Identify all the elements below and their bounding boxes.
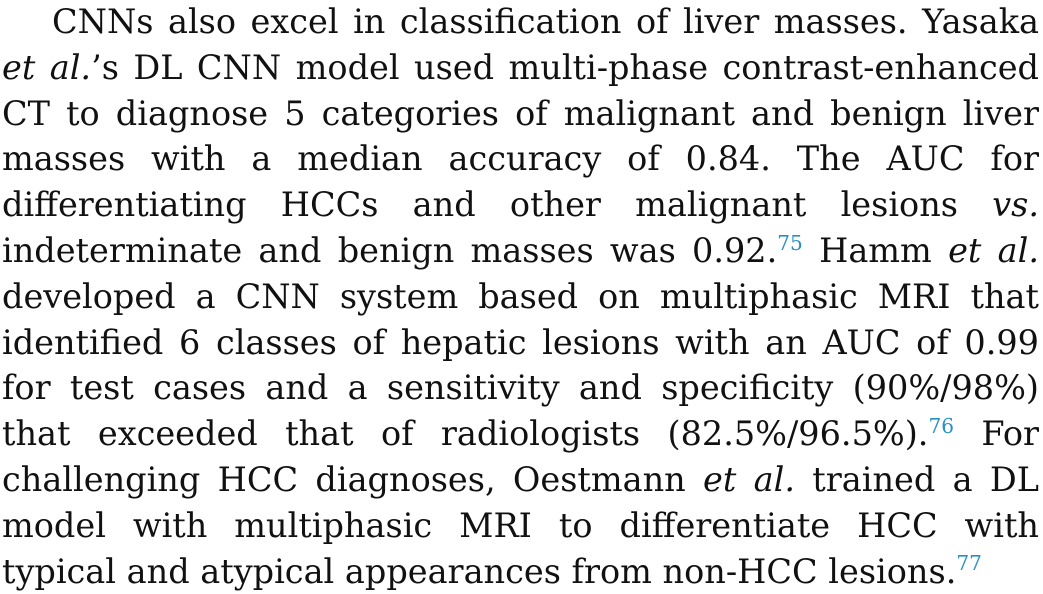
reference-link-77[interactable]: 77 (956, 551, 982, 576)
paragraph-text: indeterminate and benign masses was 0.92… (2, 230, 778, 270)
italic-et-al: et al. (948, 230, 1039, 270)
paragraph-text: For challenging HCC diagnoses, Oestmann (2, 414, 1040, 499)
paragraph-text: CNNs also excel in classification of liv… (52, 2, 1039, 41)
italic-et-al: et al. (703, 459, 795, 499)
reference-link-75[interactable]: 75 (777, 230, 803, 255)
italic-vs: vs. (992, 185, 1039, 225)
reference-link-76[interactable]: 76 (928, 413, 955, 438)
italic-et-al: et al. (2, 47, 92, 87)
paragraph-text: Hamm (802, 230, 949, 270)
paragraph-text: ’s DL CNN model used multi-phase contras… (2, 47, 1039, 225)
paragraph-text: developed a CNN system based on multipha… (2, 276, 1039, 454)
